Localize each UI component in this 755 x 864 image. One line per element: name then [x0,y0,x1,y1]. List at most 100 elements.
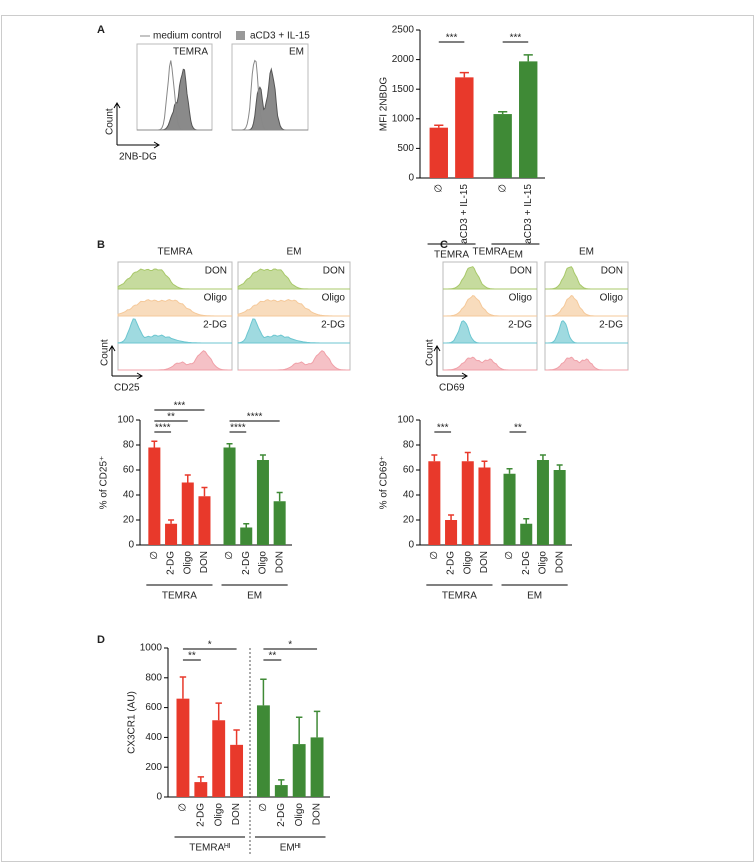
label: 2-DG [508,320,532,331]
bar [553,470,566,545]
y-tick-label: 0 [128,540,134,551]
y-tick-label: 40 [403,490,415,501]
y-tick-label: 100 [397,415,414,426]
histogram [237,318,350,344]
x-tick-label: DON [479,551,490,573]
bar [148,447,161,545]
label: Oligo [600,293,624,304]
bar [194,782,208,797]
error-bar [295,716,303,745]
y-tick-label: 200 [145,762,162,773]
group-label: TEMRA [442,591,477,602]
histogram [117,268,232,290]
label: Oligo [322,293,346,304]
label: Oligo [509,293,533,304]
label: Count [425,339,436,366]
error-bar [523,54,533,62]
x-tick-label: DON [199,551,210,573]
histogram [443,266,537,290]
error-bar [260,678,267,706]
significance-label: *** [446,33,458,44]
label: TEMRA [473,247,508,258]
label: medium control [153,31,221,42]
label: TEMRA [158,247,193,258]
histogram [545,266,628,290]
x-tick-label: ∅ [433,184,444,193]
figure-frame [1,15,754,862]
significance-label: ** [268,651,276,662]
label: EM [579,247,594,258]
histogram [117,298,232,317]
label: TEMRA [173,47,208,58]
histogram [443,320,537,344]
significance-label: **** [230,423,246,434]
y-tick-label: 2000 [392,54,415,65]
legend-swatch [236,31,245,40]
x-tick-label: ∅ [224,551,235,560]
error-bar [259,454,266,460]
y-tick-label: 400 [145,732,162,743]
panel-letter: C [440,239,448,251]
y-tick-label: 1000 [140,643,163,654]
group-label: EMᴴᴵ [280,843,301,854]
x-tick-label: 2-DG [166,551,177,575]
bar [274,785,288,797]
y-tick-label: 1500 [392,84,415,95]
x-tick-label: ∅ [429,551,440,560]
histogram [545,356,628,371]
y-tick-label: 800 [145,672,162,683]
bar [256,705,270,797]
x-tick-label: 2-DG [521,551,532,575]
bar [256,460,269,545]
histogram [443,356,537,371]
bar [310,737,324,797]
x-tick-label: ∅ [497,184,508,193]
histogram [237,268,350,290]
significance-label: **** [155,423,171,434]
bar [240,527,253,545]
bar [478,467,491,545]
x-tick-label: DON [231,803,242,825]
y-tick-label: 60 [123,465,135,476]
label: DON [205,266,227,277]
y-tick-label: 20 [123,515,135,526]
group-label: EM [247,591,262,602]
bar [503,473,516,545]
significance-label: * [288,640,292,651]
x-tick-label: 2-DG [241,551,252,575]
y-axis-label: % of CD69⁺ [379,456,390,510]
label: 2NB-DG [119,152,157,163]
group-label: TEMRA [434,250,469,261]
bar [429,127,448,178]
error-bar [539,454,546,460]
bar [493,114,512,178]
label: 2-DG [203,320,227,331]
y-tick-label: 100 [117,415,134,426]
error-bar [523,518,530,524]
label: EM [287,247,302,258]
significance-label: *** [437,423,449,434]
bar [455,77,474,178]
y-tick-label: 2500 [392,25,415,36]
x-tick-label: Oligo [258,551,269,575]
histogram [117,318,232,344]
error-bar [506,468,513,474]
y-axis-label: MFI 2NBDG [379,77,390,132]
arrow-head [136,372,143,380]
x-tick-label: Oligo [213,803,224,827]
error-bar [233,729,240,745]
label: DON [323,266,345,277]
group-label: EM [527,591,542,602]
y-tick-label: 0 [408,540,414,551]
error-bar [226,443,233,448]
arrow-head [108,345,116,352]
histogram [137,60,212,131]
y-tick-label: 40 [123,490,135,501]
error-bar [434,124,444,128]
bar [223,447,236,545]
x-tick-label: Oligo [182,551,193,575]
error-bar [215,702,222,721]
bar [519,61,538,178]
error-bar [459,71,469,78]
panel-letter: A [97,24,105,36]
